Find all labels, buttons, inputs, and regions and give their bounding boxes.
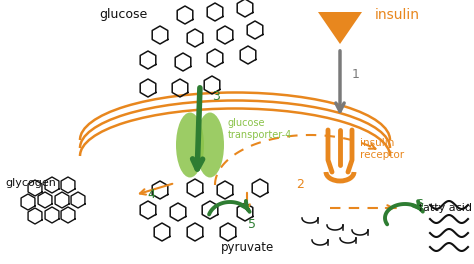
Text: 6: 6	[415, 198, 423, 211]
Text: 1: 1	[352, 68, 360, 81]
Text: insulin: insulin	[375, 8, 420, 22]
Text: glycogen: glycogen	[5, 178, 56, 188]
Text: 5: 5	[248, 218, 256, 231]
Text: 2: 2	[296, 178, 304, 191]
Ellipse shape	[196, 112, 224, 177]
Text: glucose
transporter-4: glucose transporter-4	[228, 118, 292, 140]
Text: fatty acid: fatty acid	[419, 203, 472, 213]
Text: insulin
receptor: insulin receptor	[360, 138, 404, 160]
Text: glucose: glucose	[100, 8, 148, 21]
Ellipse shape	[176, 112, 204, 177]
Text: 3: 3	[212, 90, 220, 103]
Polygon shape	[318, 12, 362, 44]
Text: pyruvate: pyruvate	[221, 241, 274, 254]
Text: 4: 4	[147, 188, 155, 201]
